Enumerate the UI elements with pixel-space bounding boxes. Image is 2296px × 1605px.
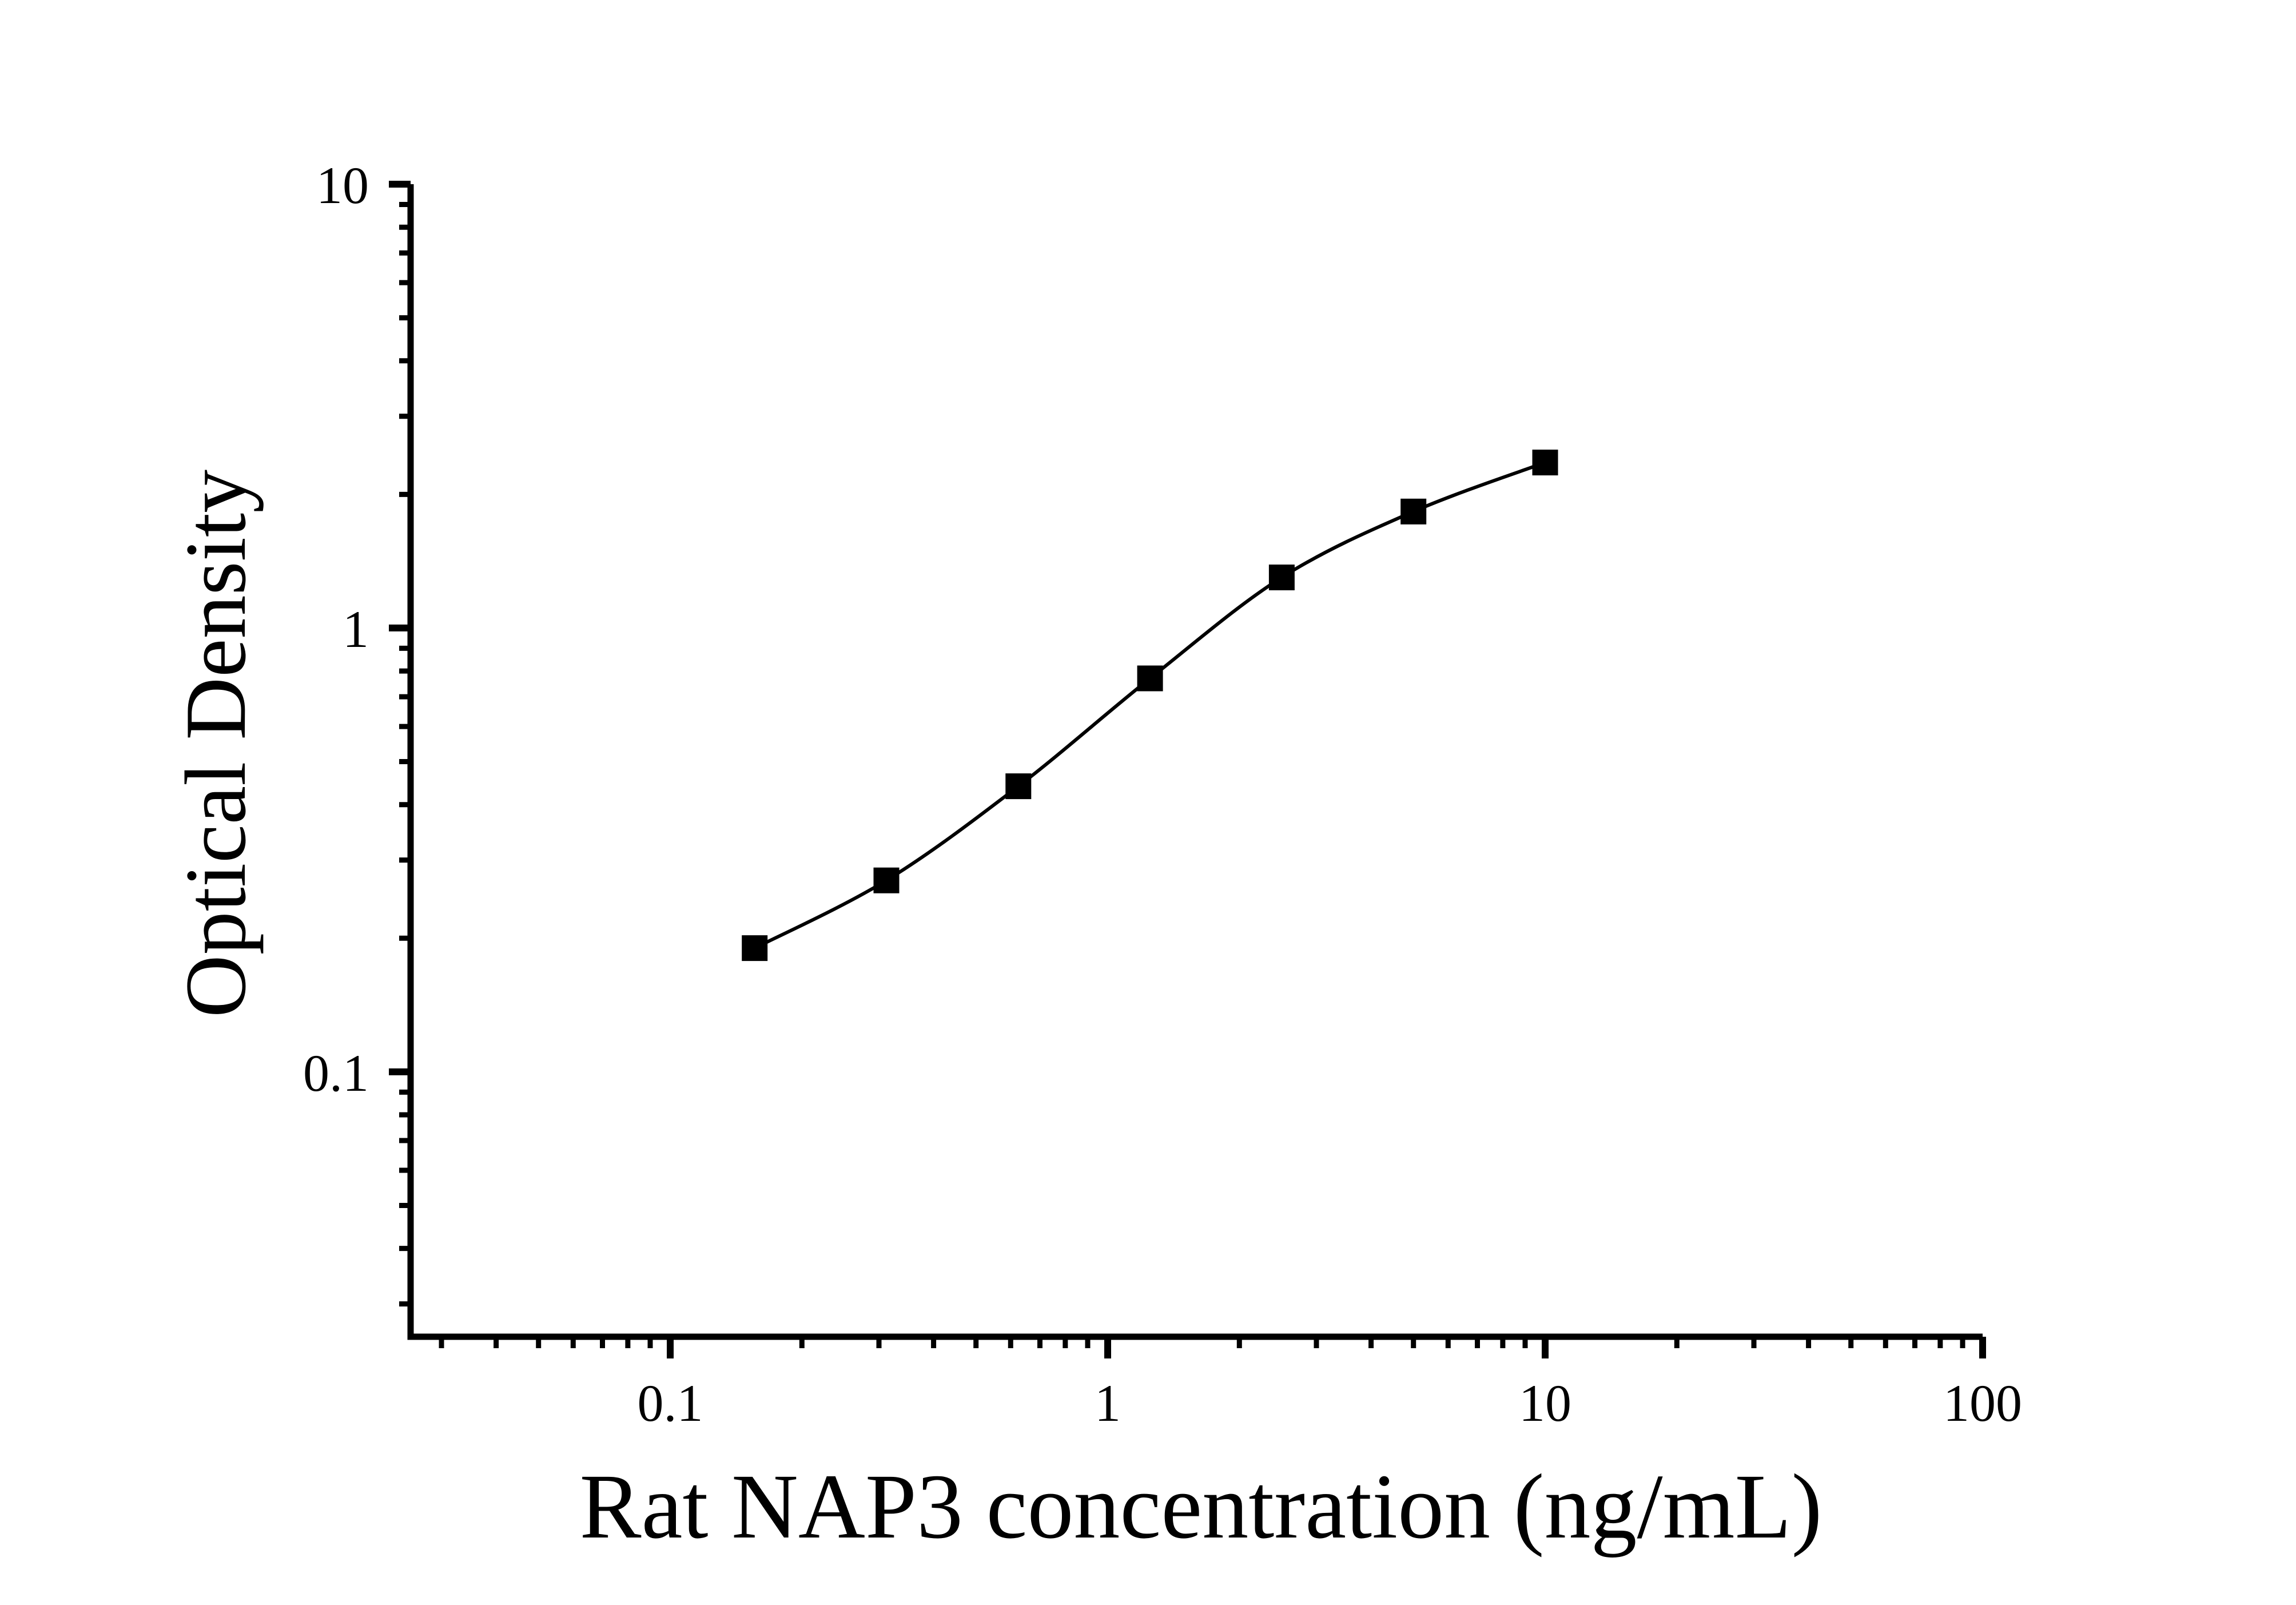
x-tick-label: 1 bbox=[1095, 1374, 1121, 1432]
x-axis-title: Rat NAP3 concentration (ng/mL) bbox=[580, 1456, 1823, 1558]
ticks-layer bbox=[389, 181, 1986, 1358]
y-tick-label: 10 bbox=[316, 156, 369, 214]
data-point-marker bbox=[1005, 773, 1032, 800]
x-tick-label: 100 bbox=[1943, 1374, 2022, 1432]
x-tick-label: 0.1 bbox=[637, 1374, 703, 1432]
y-tick-label: 0.1 bbox=[303, 1044, 369, 1102]
data-point-marker bbox=[873, 867, 900, 893]
data-point-marker bbox=[1400, 498, 1427, 525]
data-point-marker bbox=[742, 935, 768, 962]
x-tick-label: 10 bbox=[1519, 1374, 1571, 1432]
axes-layer bbox=[407, 184, 1983, 1340]
y-axis-title: Optical Density bbox=[168, 470, 264, 1018]
series-layer bbox=[742, 450, 1558, 962]
data-point-marker bbox=[1137, 665, 1163, 692]
axes-frame bbox=[407, 184, 1983, 1340]
data-point-marker bbox=[1268, 565, 1295, 590]
standard-curve-line bbox=[754, 460, 1546, 950]
data-point-marker bbox=[1532, 450, 1558, 476]
y-tick-label: 1 bbox=[343, 600, 369, 658]
tick-labels-layer: 0.1 1 10 100 10 1 0.1 bbox=[303, 156, 2022, 1432]
